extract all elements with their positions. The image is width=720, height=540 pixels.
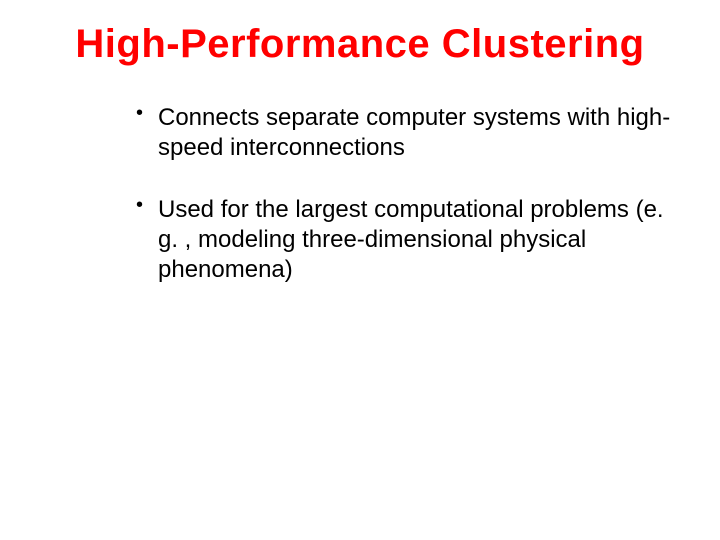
- bullet-text: Connects separate computer systems with …: [158, 103, 680, 163]
- list-item: Connects separate computer systems with …: [130, 103, 680, 163]
- slide-title: High-Performance Clustering: [40, 22, 680, 67]
- list-item: Used for the largest computational probl…: [130, 195, 680, 285]
- bullet-text: Used for the largest computational probl…: [158, 195, 680, 285]
- bullet-list: Connects separate computer systems with …: [130, 103, 680, 285]
- slide: High-Performance Clustering Connects sep…: [0, 0, 720, 540]
